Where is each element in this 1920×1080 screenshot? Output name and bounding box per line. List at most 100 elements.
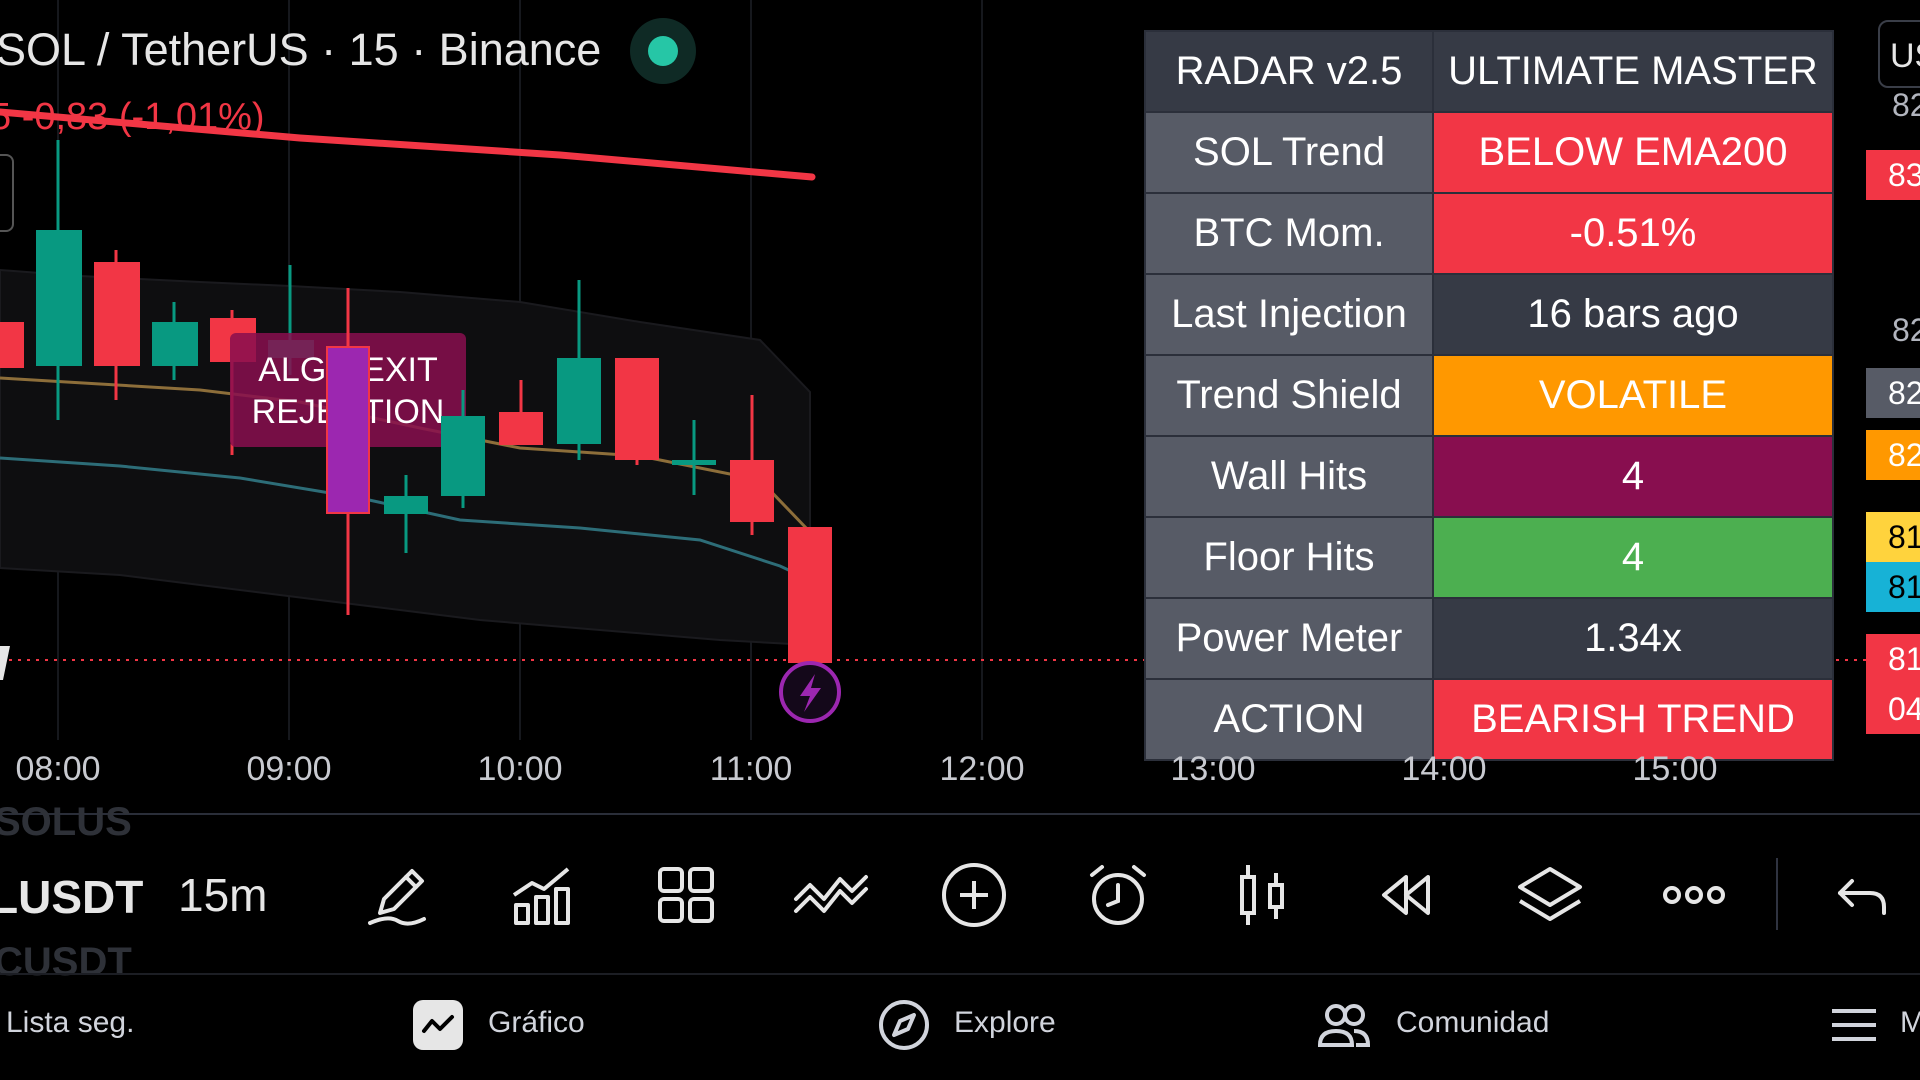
more-icon[interactable] — [1654, 855, 1734, 935]
radar-table-header: RADAR v2.5 ULTIMATE MASTER — [1144, 30, 1834, 113]
plus-circle-icon[interactable] — [934, 855, 1014, 935]
price-scale-label: 82 — [1892, 312, 1920, 348]
radar-row-key: Floor Hits — [1144, 516, 1434, 599]
menu-icon[interactable] — [1826, 997, 1882, 1053]
nav-menu[interactable]: M — [1900, 1006, 1920, 1039]
toolbar-divider — [0, 813, 1920, 815]
radar-table: RADAR v2.5 ULTIMATE MASTER SOL Trend BELO… — [1144, 30, 1834, 761]
ma-line-teal — [0, 456, 811, 582]
price-scale-label: 82 — [1866, 430, 1920, 480]
radar-row: Trend Shield VOLATILE — [1144, 354, 1834, 437]
radar-row-value: 16 bars ago — [1432, 273, 1834, 356]
candles — [0, 140, 314, 455]
price-scale-label: 81 — [1866, 562, 1920, 612]
candle — [788, 527, 832, 663]
chart-edge-marker — [0, 646, 10, 680]
time-axis-label: 11:00 — [709, 750, 793, 788]
candle — [499, 412, 543, 445]
radar-row: Floor Hits 4 — [1144, 516, 1834, 599]
toolbar-separator — [1776, 858, 1778, 930]
alarm-icon[interactable] — [1078, 855, 1158, 935]
radar-row: Wall Hits 4 — [1144, 435, 1834, 518]
radar-row-value: -0.51% — [1432, 192, 1834, 275]
time-axis-label: 13:00 — [1170, 750, 1256, 788]
grid-icon[interactable] — [646, 855, 726, 935]
radar-row-key: Last Injection — [1144, 273, 1434, 356]
chart-area[interactable]: ALGO EXIT REJECTION SOL / TetherUS · 15 … — [0, 0, 1920, 812]
candle — [94, 262, 140, 366]
radar-row: Last Injection 16 bars ago — [1144, 273, 1834, 356]
nav-community[interactable]: Comunidad — [1396, 1006, 1550, 1039]
currency-unit-button[interactable]: US — [1878, 20, 1920, 88]
community-icon[interactable] — [1316, 997, 1372, 1053]
market-status-indicator[interactable] — [630, 18, 696, 84]
radar-row-value: BEARISH TREND — [1432, 678, 1834, 761]
nav-watchlist[interactable]: Lista seg. — [6, 1006, 135, 1039]
price-chart[interactable] — [0, 0, 1920, 740]
candle-icon[interactable] — [1222, 855, 1302, 935]
indicator-band — [0, 268, 811, 647]
ema200-line — [0, 108, 816, 181]
chart-tab-icon[interactable] — [410, 997, 466, 1053]
layers-icon[interactable] — [1510, 855, 1590, 935]
time-axis-label: 15:00 — [1632, 750, 1718, 788]
undo-icon[interactable] — [1822, 855, 1902, 935]
price-scale[interactable]: 82 83 82 82 82 81 81 81 04 — [1866, 0, 1920, 740]
price-scale-label: 04 — [1866, 684, 1920, 734]
pencil-icon[interactable] — [358, 855, 438, 935]
candle — [441, 416, 485, 496]
rewind-icon[interactable] — [1366, 855, 1446, 935]
time-axis-label: 12:00 — [939, 750, 1025, 788]
interval-selector[interactable]: 15m — [178, 869, 268, 921]
nav-explore[interactable]: Explore — [954, 1006, 1056, 1039]
indicators-icon[interactable] — [790, 855, 870, 935]
candle — [730, 460, 774, 522]
time-axis[interactable]: 08:00 09:00 10:00 11:00 12:00 13:00 14:00 15:00 — [0, 750, 1920, 792]
radar-row-key: ACTION — [1144, 678, 1434, 761]
candle — [326, 346, 370, 514]
price-scale-label: 83 — [1866, 150, 1920, 200]
compass-icon[interactable] — [876, 997, 932, 1053]
candle — [384, 496, 428, 514]
price-scale-label: 81 — [1866, 512, 1920, 562]
time-axis-label: 08:00 — [15, 750, 101, 788]
radar-subtitle: ULTIMATE MASTER — [1432, 30, 1834, 113]
radar-title: RADAR v2.5 — [1144, 30, 1434, 113]
radar-row-key: Trend Shield — [1144, 354, 1434, 437]
radar-row-key: Wall Hits — [1144, 435, 1434, 518]
nav-chart[interactable]: Gráfico — [488, 1006, 585, 1039]
symbol-scroll-prev[interactable]: SOLUS — [0, 800, 132, 844]
radar-row: ACTION BEARISH TREND — [1144, 678, 1834, 761]
nav-divider — [0, 973, 1920, 975]
symbol-title[interactable]: SOL / TetherUS · 15 · Binance — [0, 24, 602, 75]
radar-row-value: 1.34x — [1432, 597, 1834, 680]
radar-row-value: 4 — [1432, 435, 1834, 518]
radar-row-key: BTC Mom. — [1144, 192, 1434, 275]
status-dot-icon — [648, 36, 678, 66]
price-change: 5 -0,83 (-1,01%) — [0, 96, 265, 138]
radar-row-value: VOLATILE — [1432, 354, 1834, 437]
candle — [672, 460, 716, 465]
radar-row-value: 4 — [1432, 516, 1834, 599]
time-axis-label: 09:00 — [246, 750, 332, 788]
candle — [152, 322, 198, 366]
candle — [36, 230, 82, 366]
price-scale-label: 81 — [1866, 634, 1920, 684]
candle — [557, 358, 601, 444]
candles-foreground — [0, 280, 841, 723]
price-scale-label: 82 — [1866, 368, 1920, 418]
toolbar-symbol[interactable]: LUSDT — [0, 871, 144, 923]
time-axis-label: 10:00 — [477, 750, 563, 788]
lightning-icon[interactable] — [779, 661, 841, 723]
bar-chart-icon[interactable] — [502, 855, 582, 935]
candle — [615, 358, 659, 460]
radar-row-key: SOL Trend — [1144, 111, 1434, 194]
symbol-scroll-next[interactable]: CUSDT — [0, 940, 132, 984]
time-axis-label: 14:00 — [1401, 750, 1487, 788]
candle — [0, 322, 24, 368]
radar-row: Power Meter 1.34x — [1144, 597, 1834, 680]
radar-row-value: BELOW EMA200 — [1432, 111, 1834, 194]
collapsed-panel-handle[interactable] — [0, 154, 14, 232]
radar-row: BTC Mom. -0.51% — [1144, 192, 1834, 275]
radar-row-key: Power Meter — [1144, 597, 1434, 680]
